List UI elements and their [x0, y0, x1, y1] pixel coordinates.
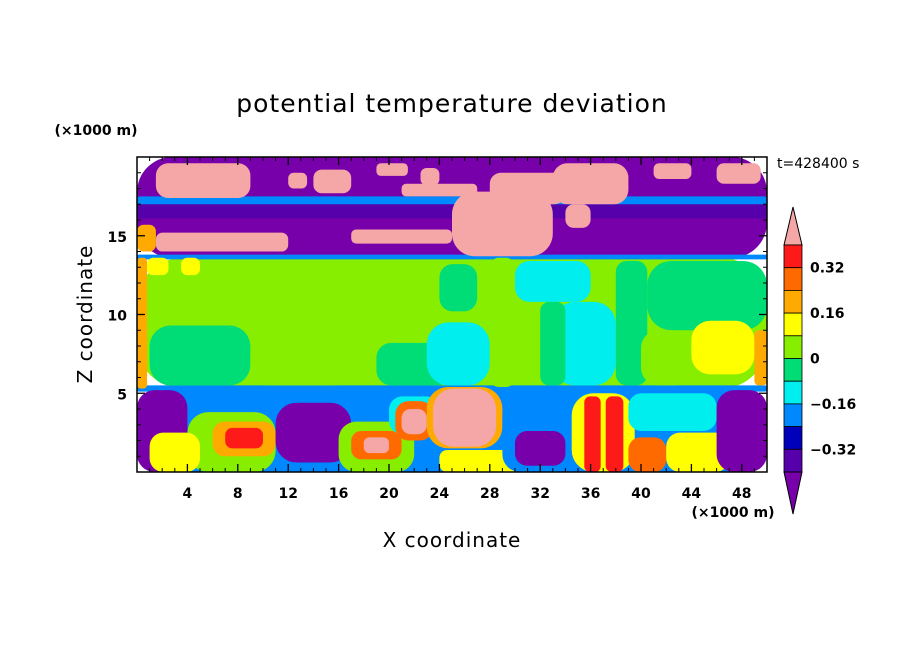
contour-region-12 — [225, 427, 263, 449]
contour-region-65 — [401, 183, 478, 197]
x-tick-label: 20 — [379, 486, 399, 502]
colorbar-segment — [783, 244, 803, 269]
contour-region-60 — [313, 169, 352, 194]
colorbar-segment — [783, 358, 803, 382]
contour-region-64 — [716, 163, 761, 184]
contour-region-62 — [420, 168, 440, 186]
colorbar-tick-label: 0.32 — [810, 261, 845, 277]
colorbar-segment — [783, 289, 803, 314]
contour-region-35 — [149, 325, 251, 386]
x-tick-label: 32 — [530, 486, 549, 502]
contour-region-33 — [147, 257, 169, 276]
colorbar: 0.32 0.16 0 −0.16 −0.32 — [783, 206, 856, 515]
contour-region-44 — [552, 301, 616, 386]
colorbar-tick-label: −0.16 — [810, 397, 856, 413]
contour-region-61 — [376, 163, 408, 176]
x-tick-label: 44 — [682, 486, 702, 502]
colorbar-segment — [783, 380, 803, 405]
contour-region-43 — [515, 260, 591, 302]
contour-region-45 — [540, 301, 566, 386]
y-axis-label: Z coordinate — [73, 245, 97, 384]
x-tick-label: 48 — [732, 486, 751, 502]
contour-region-26 — [584, 396, 601, 472]
colorbar-top-arrow — [783, 206, 803, 246]
contour-region-56 — [489, 172, 566, 205]
x-tick-label: 4 — [183, 486, 193, 502]
contour-region-57 — [565, 204, 591, 228]
contour-region-25 — [571, 393, 635, 472]
contour-region-21 — [433, 388, 497, 447]
contour-region-54 — [452, 191, 553, 257]
y-tick-label: 15 — [108, 230, 127, 246]
contour-region-30 — [666, 432, 730, 472]
contour-region-53 — [351, 229, 452, 244]
contour-region-52 — [155, 232, 289, 252]
x-tick-label: 36 — [581, 486, 600, 502]
contour-region-55 — [552, 163, 629, 205]
contour-region-27 — [605, 396, 624, 472]
y-axis: 5 10 15 — [108, 172, 767, 457]
contour-region-37 — [275, 264, 352, 328]
colorbar-segment — [783, 312, 803, 337]
contour-region-42 — [489, 257, 515, 387]
x-tick-label: 8 — [233, 486, 243, 502]
contour-region-16 — [363, 437, 389, 454]
contour-region-51 — [137, 224, 156, 252]
contour-region-40 — [426, 322, 490, 386]
contour-region-28 — [628, 393, 717, 432]
contour-region-48 — [641, 330, 692, 386]
contour-region-47 — [647, 260, 767, 331]
x-tick-label: 40 — [631, 486, 651, 502]
contour-region-59 — [288, 172, 308, 189]
time-label: t=428400 s — [777, 156, 859, 172]
contour-region-24 — [515, 431, 566, 466]
colorbar-bottom-arrow — [783, 471, 803, 515]
chart-title: potential temperature deviation — [236, 89, 667, 118]
contour-region-34 — [181, 257, 200, 276]
contour-region-36 — [250, 336, 352, 386]
contour-region-29 — [628, 437, 667, 472]
x-axis-label: X coordinate — [383, 528, 522, 552]
x-tick-label: 12 — [278, 486, 297, 502]
x-tick-label: 16 — [329, 486, 348, 502]
contour-field — [137, 157, 767, 472]
colorbar-segment — [783, 335, 803, 359]
x-unit-label: (×1000 m) — [692, 505, 775, 521]
contour-region-32 — [137, 257, 148, 389]
contour-region-41 — [439, 264, 478, 312]
colorbar-segment — [783, 403, 803, 427]
y-tick-label: 10 — [108, 309, 128, 325]
x-tick-label: 24 — [430, 486, 450, 502]
contour-region-6 — [137, 254, 767, 260]
contour-region-63 — [653, 163, 692, 180]
contour-region-31 — [716, 390, 767, 472]
contour-region-3 — [137, 204, 767, 211]
colorbar-tick-label: 0 — [810, 352, 820, 368]
x-axis: 4 8 12 16 20 24 28 32 36 40 44 48 — [149, 157, 755, 502]
colorbar-tick-label: −0.32 — [810, 442, 856, 458]
y-tick-label: 5 — [117, 387, 127, 403]
colorbar-tick-label: 0.16 — [810, 306, 845, 322]
contour-region-19 — [401, 409, 427, 435]
colorbar-segment — [783, 448, 803, 473]
contour-region-46 — [615, 260, 648, 386]
contour-region-10 — [149, 432, 200, 472]
contour-region-13 — [275, 402, 352, 463]
contour-region-49 — [691, 320, 755, 375]
y-unit-label: (×1000 m) — [55, 123, 138, 139]
contour-region-58 — [155, 163, 251, 198]
x-tick-label: 28 — [480, 486, 499, 502]
colorbar-segment — [783, 267, 803, 291]
contour-region-50 — [754, 330, 767, 386]
colorbar-segment — [783, 426, 803, 450]
